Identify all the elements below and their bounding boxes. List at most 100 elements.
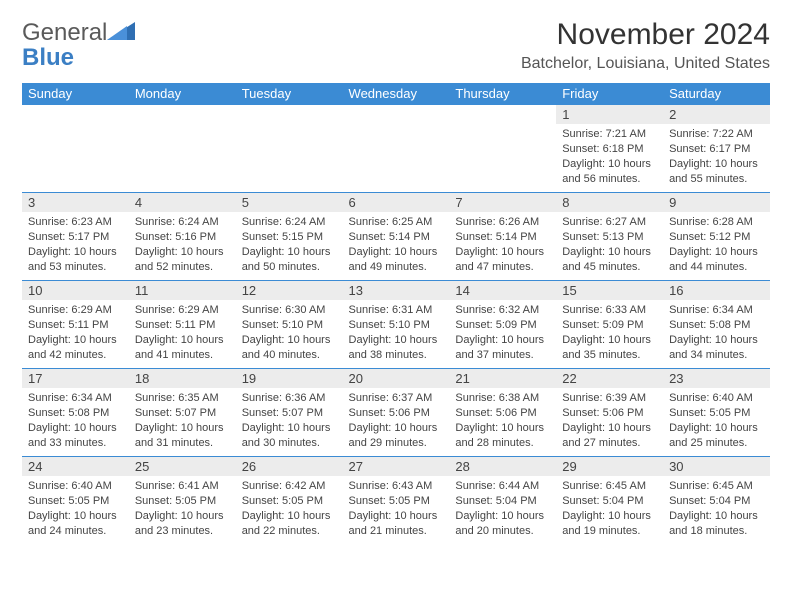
calendar-cell: 24Sunrise: 6:40 AMSunset: 5:05 PMDayligh…	[22, 457, 129, 545]
day-body: Sunrise: 6:42 AMSunset: 5:05 PMDaylight:…	[236, 476, 343, 542]
day-number: 6	[343, 193, 450, 212]
day-body: Sunrise: 6:39 AMSunset: 5:06 PMDaylight:…	[556, 388, 663, 454]
day-number: 11	[129, 281, 236, 300]
sunset-text: Sunset: 5:10 PM	[242, 318, 337, 333]
sunrise-text: Sunrise: 6:34 AM	[669, 303, 764, 318]
daylight-text: Daylight: 10 hours and 31 minutes.	[135, 421, 230, 451]
sunset-text: Sunset: 5:05 PM	[242, 494, 337, 509]
weekday-header: Tuesday	[236, 83, 343, 105]
sunset-text: Sunset: 5:10 PM	[349, 318, 444, 333]
calendar-cell: 11Sunrise: 6:29 AMSunset: 5:11 PMDayligh…	[129, 281, 236, 369]
daylight-text: Daylight: 10 hours and 45 minutes.	[562, 245, 657, 275]
sunset-text: Sunset: 5:14 PM	[349, 230, 444, 245]
sunset-text: Sunset: 6:18 PM	[562, 142, 657, 157]
calendar-cell: 23Sunrise: 6:40 AMSunset: 5:05 PMDayligh…	[663, 369, 770, 457]
weekday-header: Sunday	[22, 83, 129, 105]
calendar-cell: 1Sunrise: 7:21 AMSunset: 6:18 PMDaylight…	[556, 105, 663, 193]
sunset-text: Sunset: 5:08 PM	[28, 406, 123, 421]
day-body: Sunrise: 6:34 AMSunset: 5:08 PMDaylight:…	[22, 388, 129, 454]
daylight-text: Daylight: 10 hours and 25 minutes.	[669, 421, 764, 451]
day-body: Sunrise: 6:25 AMSunset: 5:14 PMDaylight:…	[343, 212, 450, 278]
daylight-text: Daylight: 10 hours and 52 minutes.	[135, 245, 230, 275]
day-number: 13	[343, 281, 450, 300]
day-body: Sunrise: 6:29 AMSunset: 5:11 PMDaylight:…	[22, 300, 129, 366]
day-number: 9	[663, 193, 770, 212]
weekday-header: Monday	[129, 83, 236, 105]
month-title: November 2024	[521, 18, 770, 52]
daylight-text: Daylight: 10 hours and 56 minutes.	[562, 157, 657, 187]
sunset-text: Sunset: 5:07 PM	[135, 406, 230, 421]
day-body: Sunrise: 6:31 AMSunset: 5:10 PMDaylight:…	[343, 300, 450, 366]
day-body: Sunrise: 6:38 AMSunset: 5:06 PMDaylight:…	[449, 388, 556, 454]
daylight-text: Daylight: 10 hours and 33 minutes.	[28, 421, 123, 451]
weekday-header: Thursday	[449, 83, 556, 105]
calendar-week-row: 17Sunrise: 6:34 AMSunset: 5:08 PMDayligh…	[22, 369, 770, 457]
day-number: 20	[343, 369, 450, 388]
day-number: 27	[343, 457, 450, 476]
day-number: 26	[236, 457, 343, 476]
weekday-header: Friday	[556, 83, 663, 105]
sunset-text: Sunset: 5:13 PM	[562, 230, 657, 245]
day-number: 23	[663, 369, 770, 388]
sunrise-text: Sunrise: 6:35 AM	[135, 391, 230, 406]
daylight-text: Daylight: 10 hours and 55 minutes.	[669, 157, 764, 187]
day-body: Sunrise: 6:45 AMSunset: 5:04 PMDaylight:…	[663, 476, 770, 542]
day-body: Sunrise: 7:21 AMSunset: 6:18 PMDaylight:…	[556, 124, 663, 190]
day-number: 17	[22, 369, 129, 388]
brand-name: General Blue	[22, 18, 135, 70]
day-body: Sunrise: 6:24 AMSunset: 5:15 PMDaylight:…	[236, 212, 343, 278]
brand-logo: General Blue	[22, 18, 135, 70]
day-number: 8	[556, 193, 663, 212]
daylight-text: Daylight: 10 hours and 30 minutes.	[242, 421, 337, 451]
day-body: Sunrise: 6:26 AMSunset: 5:14 PMDaylight:…	[449, 212, 556, 278]
sunrise-text: Sunrise: 6:43 AM	[349, 479, 444, 494]
calendar-cell	[236, 105, 343, 193]
calendar-cell: 18 Sunrise: 6:35 AMSunset: 5:07 PMDayligh…	[129, 369, 236, 457]
sunrise-text: Sunrise: 6:45 AM	[562, 479, 657, 494]
daylight-text: Daylight: 10 hours and 49 minutes.	[349, 245, 444, 275]
calendar-cell: 15Sunrise: 6:33 AMSunset: 5:09 PMDayligh…	[556, 281, 663, 369]
sunset-text: Sunset: 5:11 PM	[28, 318, 123, 333]
calendar-cell: 6Sunrise: 6:25 AMSunset: 5:14 PMDaylight…	[343, 193, 450, 281]
brand-part2: Blue	[22, 44, 74, 71]
daylight-text: Daylight: 10 hours and 28 minutes.	[455, 421, 550, 451]
daylight-text: Daylight: 10 hours and 41 minutes.	[135, 333, 230, 363]
daylight-text: Daylight: 10 hours and 20 minutes.	[455, 509, 550, 539]
day-number: 30	[663, 457, 770, 476]
sunrise-text: Sunrise: 6:27 AM	[562, 215, 657, 230]
daylight-text: Daylight: 10 hours and 42 minutes.	[28, 333, 123, 363]
day-number: 2	[663, 105, 770, 124]
location: Batchelor, Louisiana, United States	[521, 55, 770, 73]
calendar-cell: 30Sunrise: 6:45 AMSunset: 5:04 PMDayligh…	[663, 457, 770, 545]
sunrise-text: Sunrise: 6:36 AM	[242, 391, 337, 406]
calendar-cell: 7Sunrise: 6:26 AMSunset: 5:14 PMDaylight…	[449, 193, 556, 281]
sunset-text: Sunset: 5:11 PM	[135, 318, 230, 333]
calendar-cell	[449, 105, 556, 193]
calendar-cell: 9Sunrise: 6:28 AMSunset: 5:12 PMDaylight…	[663, 193, 770, 281]
sunset-text: Sunset: 5:04 PM	[562, 494, 657, 509]
calendar-cell	[22, 105, 129, 193]
day-body: Sunrise: 6:33 AMSunset: 5:09 PMDaylight:…	[556, 300, 663, 366]
day-number: 5	[236, 193, 343, 212]
sunrise-text: Sunrise: 6:40 AM	[28, 479, 123, 494]
sunrise-text: Sunrise: 6:41 AM	[135, 479, 230, 494]
day-number: 18	[129, 369, 236, 388]
calendar-week-row: 3Sunrise: 6:23 AMSunset: 5:17 PMDaylight…	[22, 193, 770, 281]
sunrise-text: Sunrise: 6:34 AM	[28, 391, 123, 406]
day-number: 7	[449, 193, 556, 212]
day-body: Sunrise: 6:32 AMSunset: 5:09 PMDaylight:…	[449, 300, 556, 366]
day-body: Sunrise: 6:28 AMSunset: 5:12 PMDaylight:…	[663, 212, 770, 278]
sunset-text: Sunset: 5:09 PM	[455, 318, 550, 333]
sunrise-text: Sunrise: 6:26 AM	[455, 215, 550, 230]
day-body: Sunrise: 6:30 AMSunset: 5:10 PMDaylight:…	[236, 300, 343, 366]
sunrise-text: Sunrise: 6:37 AM	[349, 391, 444, 406]
sunrise-text: Sunrise: 6:31 AM	[349, 303, 444, 318]
calendar-cell	[343, 105, 450, 193]
day-number: 25	[129, 457, 236, 476]
calendar-week-row: 1Sunrise: 7:21 AMSunset: 6:18 PMDaylight…	[22, 105, 770, 193]
sunset-text: Sunset: 5:06 PM	[455, 406, 550, 421]
daylight-text: Daylight: 10 hours and 21 minutes.	[349, 509, 444, 539]
sunrise-text: Sunrise: 6:25 AM	[349, 215, 444, 230]
calendar-cell: 14Sunrise: 6:32 AMSunset: 5:09 PMDayligh…	[449, 281, 556, 369]
day-number: 22	[556, 369, 663, 388]
